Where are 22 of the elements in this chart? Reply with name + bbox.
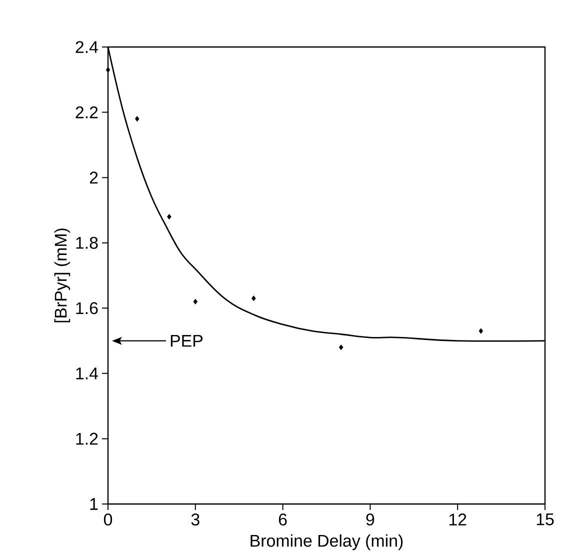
y-tick-label: 2.2 (76, 106, 98, 118)
point (252, 296, 256, 302)
y-tick-label: 1 (90, 498, 98, 510)
y-tick-label: 1.8 (76, 236, 98, 249)
y-tick-label: 1.2 (76, 432, 98, 445)
point (478, 328, 484, 334)
x-tick-label: 9 (366, 514, 374, 526)
y-tick-label: 1.4 (76, 368, 98, 380)
annotation: PEP (170, 335, 203, 347)
point (338, 344, 344, 350)
x-tick-label: 12 (449, 514, 466, 526)
x-tick-label: 3 (191, 514, 200, 526)
x-tick-label: 6 (278, 514, 287, 526)
x-axis-title: Bromine Delay (min) (250, 534, 403, 550)
y-tick-label: 2 (90, 172, 98, 184)
x-tick-label: 0 (104, 514, 112, 526)
y-tick-label: 2.4 (76, 41, 98, 53)
point (193, 298, 198, 304)
y-tick-label: 1.6 (76, 302, 98, 314)
x-tick-label: 15 (536, 514, 554, 526)
y-axis-title: [BrPyr] (mM) (54, 228, 70, 322)
point (134, 116, 140, 122)
